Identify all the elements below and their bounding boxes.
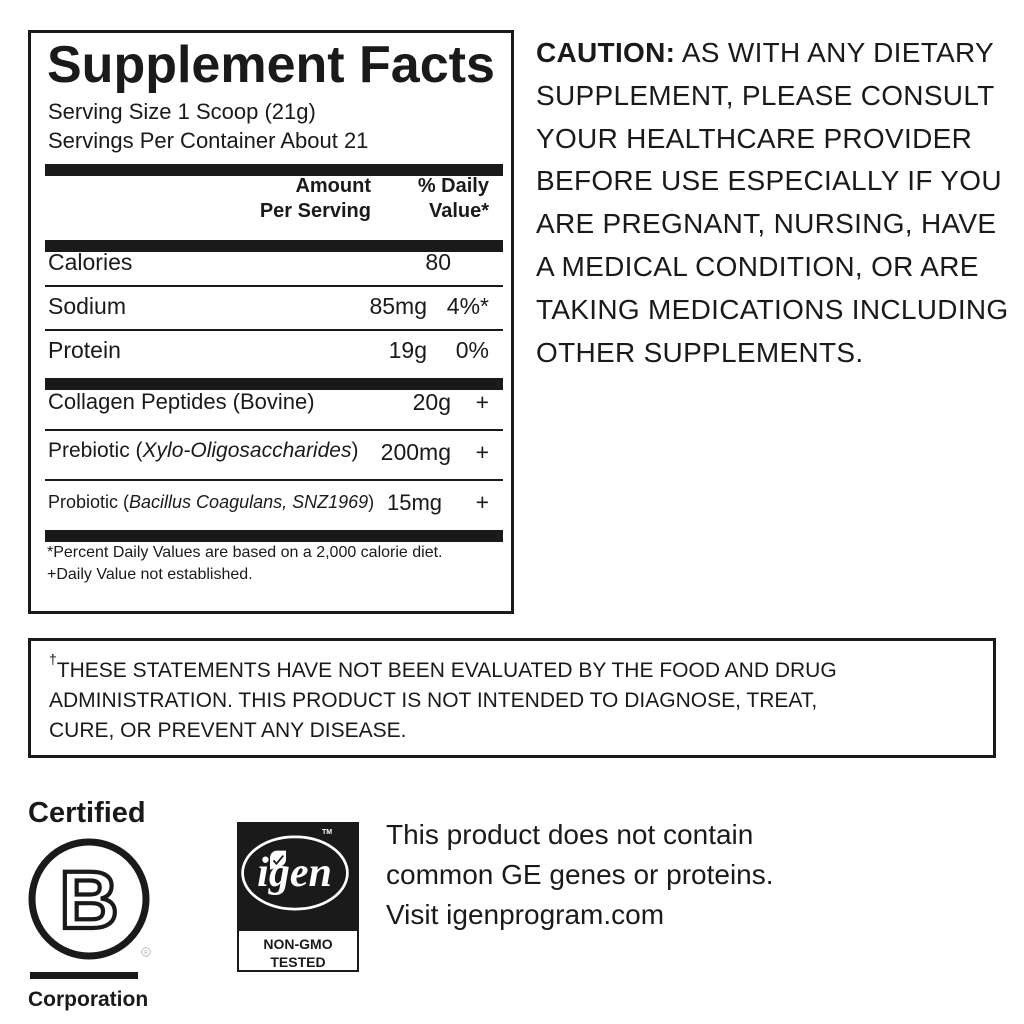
svg-text:B: B [59,855,118,946]
svg-text:R: R [144,950,148,956]
